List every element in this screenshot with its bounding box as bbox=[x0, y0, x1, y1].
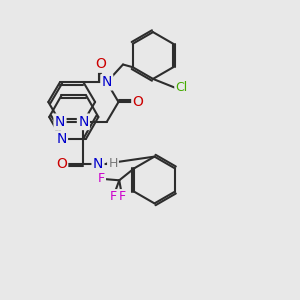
Text: N: N bbox=[56, 132, 67, 145]
Text: H: H bbox=[108, 157, 118, 170]
Text: N: N bbox=[78, 115, 88, 129]
Text: F: F bbox=[110, 190, 117, 203]
Text: F: F bbox=[98, 172, 105, 185]
Text: O: O bbox=[56, 157, 67, 170]
Text: N: N bbox=[93, 157, 103, 170]
Text: Cl: Cl bbox=[176, 81, 188, 94]
Text: O: O bbox=[96, 58, 106, 71]
Text: F: F bbox=[119, 190, 126, 203]
Text: O: O bbox=[133, 95, 143, 109]
Text: N: N bbox=[102, 75, 112, 89]
Text: N: N bbox=[55, 115, 65, 129]
